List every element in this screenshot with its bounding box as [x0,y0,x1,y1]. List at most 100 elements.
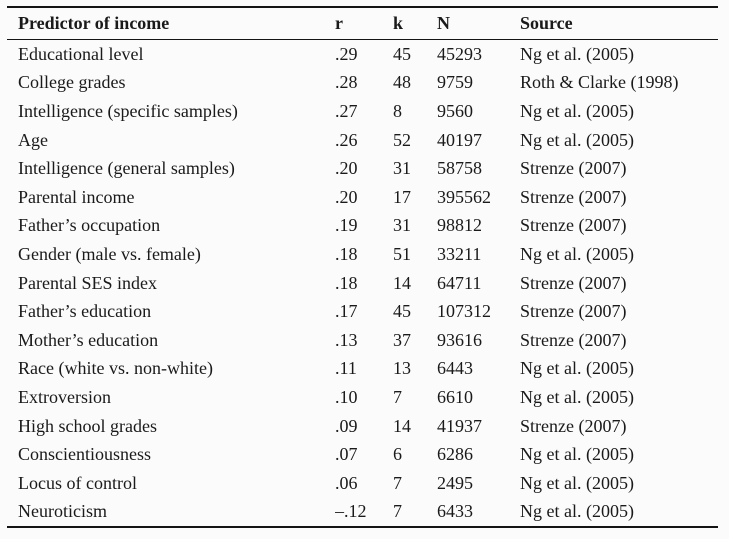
cell-r: .06 [335,472,358,493]
cell-k: 7 [393,386,402,407]
table-row: Parental income .20 17 395562 Strenze (2007) [7,183,718,212]
table-row: Neuroticism –.12 7 6433 Ng et al. (2005) [7,498,718,528]
cell-r: .11 [335,358,357,379]
cell-n: 2495 [437,472,473,493]
cell-predictor: Father’s education [18,301,152,322]
cell-source: Strenze (2007) [520,272,627,293]
cell-k: 6 [393,444,402,465]
cell-k: 14 [393,272,411,293]
cell-predictor: Educational level [18,43,144,64]
cell-k: 7 [393,501,402,522]
cell-k: 31 [393,158,411,179]
cell-r: .20 [335,186,358,207]
cell-r: .20 [335,158,358,179]
cell-k: 14 [393,415,411,436]
cell-predictor: Age [18,129,48,150]
cell-n: 6433 [437,501,473,522]
cell-predictor: Parental income [18,186,135,207]
cell-n: 395562 [437,186,491,207]
cell-source: Ng et al. (2005) [520,100,634,121]
cell-n: 6610 [437,386,473,407]
cell-source: Ng et al. (2005) [520,472,634,493]
cell-r: .10 [335,386,358,407]
cell-k: 13 [393,358,411,379]
cell-n: 45293 [437,43,482,64]
cell-source: Ng et al. (2005) [520,129,634,150]
header-k: k [393,7,437,40]
cell-n: 107312 [437,301,491,322]
cell-source: Ng et al. (2005) [520,243,634,264]
cell-predictor: Race (white vs. non-white) [18,358,213,379]
cell-r: .26 [335,129,358,150]
cell-k: 52 [393,129,411,150]
cell-source: Ng et al. (2005) [520,358,634,379]
table-row: Educational level .29 45 45293 Ng et al. (20… [7,40,718,69]
cell-k: 8 [393,100,402,121]
table-row: Age .26 52 40197 Ng et al. (2005) [7,126,718,155]
cell-k: 45 [393,301,411,322]
table-row: Conscientiousness .07 6 6286 Ng et al. (2005… [7,440,718,469]
header-source: Source [520,7,718,40]
cell-k: 51 [393,243,411,264]
cell-source: Roth & Clarke (1998) [520,72,679,93]
cell-r: .09 [335,415,358,436]
cell-r: –.12 [335,501,367,522]
cell-source: Strenze (2007) [520,301,627,322]
cell-r: .18 [335,243,358,264]
cell-n: 98812 [437,215,482,236]
cell-predictor: Father’s occupation [18,215,161,236]
cell-k: 7 [393,472,402,493]
cell-k: 45 [393,43,411,64]
table-row: Locus of control .06 7 2495 Ng et al. (2005) [7,469,718,498]
table-header: Predictor of income r k N Source [7,7,718,40]
cell-source: Strenze (2007) [520,186,627,207]
cell-source: Ng et al. (2005) [520,43,634,64]
table-row: Race (white vs. non-white) .11 13 6443 Ng et… [7,355,718,384]
table-row: College grades .28 48 9759 Roth & Clarke (19… [7,69,718,98]
cell-predictor: Intelligence (specific samples) [18,100,238,121]
cell-predictor: High school grades [18,415,157,436]
cell-r: .18 [335,272,358,293]
cell-n: 33211 [437,243,482,264]
cell-n: 9759 [437,72,473,93]
cell-predictor: Locus of control [18,472,137,493]
cell-source: Ng et al. (2005) [520,501,634,522]
cell-source: Strenze (2007) [520,215,627,236]
table-row: Father’s education .17 45 107312 Strenze (20… [7,297,718,326]
predictors-of-income-table: Predictor of income r k N Source Educati… [7,6,718,529]
header-row: Predictor of income r k N Source [7,7,718,40]
table-row: High school grades .09 14 41937 Strenze (200… [7,412,718,441]
header-n: N [437,7,520,40]
cell-source: Strenze (2007) [520,329,627,350]
cell-predictor: Extroversion [18,386,111,407]
cell-n: 6443 [437,358,473,379]
cell-predictor: Mother’s education [18,329,159,350]
cell-predictor: College grades [18,72,126,93]
table-row: Intelligence (specific samples) .27 8 9560 N… [7,97,718,126]
cell-n: 64711 [437,272,482,293]
table-row: Mother’s education .13 37 93616 Strenze (200… [7,326,718,355]
cell-r: .19 [335,215,358,236]
cell-predictor: Conscientiousness [18,444,151,465]
cell-n: 41937 [437,415,482,436]
cell-source: Ng et al. (2005) [520,386,634,407]
cell-predictor: Parental SES index [18,272,157,293]
cell-source: Strenze (2007) [520,158,627,179]
table-row: Intelligence (general samples) .20 31 58758… [7,154,718,183]
table-row: Gender (male vs. female) .18 51 33211 Ng et … [7,240,718,269]
cell-r: .28 [335,72,358,93]
cell-source: Strenze (2007) [520,415,627,436]
cell-k: 37 [393,329,411,350]
cell-r: .13 [335,329,358,350]
header-predictor: Predictor of income [7,7,335,40]
table-row: Extroversion .10 7 6610 Ng et al. (2005) [7,383,718,412]
cell-n: 9560 [437,100,473,121]
cell-n: 58758 [437,158,482,179]
cell-k: 17 [393,186,411,207]
table-body: Educational level .29 45 45293 Ng et al. (20… [7,40,718,528]
cell-r: .27 [335,100,358,121]
cell-source: Ng et al. (2005) [520,444,634,465]
cell-r: .17 [335,301,358,322]
table-row: Father’s occupation .19 31 98812 Strenze (20… [7,212,718,241]
